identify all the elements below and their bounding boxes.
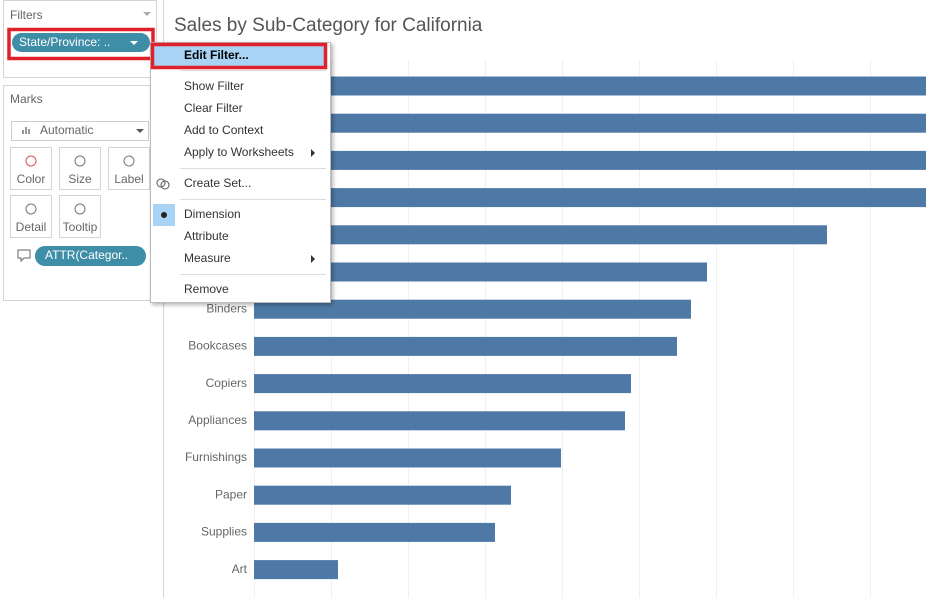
- attr-pill[interactable]: [35, 246, 146, 266]
- bar: [254, 262, 707, 282]
- bar: [254, 411, 625, 431]
- bar: [254, 150, 926, 170]
- menu-item[interactable]: Edit Filter...: [184, 48, 249, 62]
- bar: [254, 560, 338, 580]
- mark-button[interactable]: [59, 147, 101, 190]
- chart-title: Sales by Sub-Category for California: [174, 15, 483, 36]
- mark-button-label: Tooltip: [63, 220, 98, 234]
- marks-title: Marks: [10, 92, 43, 106]
- filter-pill-arrow[interactable]: [130, 41, 138, 45]
- category-label: Copiers: [206, 376, 247, 390]
- bar: [254, 299, 691, 319]
- mark-button-label: Size: [68, 172, 92, 186]
- attr-pill-label: ATTR(Categor..: [45, 248, 128, 262]
- category-label: Binders: [206, 301, 247, 315]
- bar: [254, 485, 511, 505]
- mark-type-arrow[interactable]: [136, 129, 144, 133]
- mark-button[interactable]: [59, 195, 101, 238]
- mark-type-dropdown[interactable]: [11, 121, 149, 141]
- bar: [254, 336, 677, 356]
- menu-item[interactable]: Apply to Worksheets: [184, 145, 294, 159]
- category-label: Appliances: [188, 413, 247, 427]
- mark-button[interactable]: [10, 147, 52, 190]
- filter-pill-label: State/Province: ..: [19, 35, 110, 49]
- menu-item[interactable]: Attribute: [184, 229, 229, 243]
- bar: [254, 225, 827, 245]
- bar: [254, 522, 495, 542]
- mark-button-label: Color: [17, 172, 46, 186]
- bar: [254, 448, 561, 468]
- menu-check-dot: [161, 212, 167, 218]
- mark-button-icon: [74, 155, 86, 167]
- category-label: Paper: [215, 487, 247, 501]
- filter-pill[interactable]: [12, 33, 150, 52]
- mark-button-icon: [25, 155, 37, 167]
- mark-button-icon: [123, 155, 135, 167]
- mark-button-label: Label: [114, 172, 143, 186]
- submenu-arrow: [311, 255, 315, 263]
- bar: [254, 374, 631, 394]
- mark-type-label: Automatic: [40, 123, 93, 137]
- menu-item[interactable]: Dimension: [184, 207, 241, 221]
- bar: [254, 76, 926, 96]
- category-label: Supplies: [201, 525, 247, 539]
- menu-item[interactable]: Add to Context: [184, 123, 264, 137]
- mark-button-label: Detail: [16, 220, 47, 234]
- mark-button[interactable]: [10, 195, 52, 238]
- mark-button[interactable]: [108, 147, 150, 190]
- category-label: Bookcases: [188, 339, 247, 353]
- context-menu: [150, 42, 331, 303]
- menu-item-highlight: [153, 45, 325, 67]
- submenu-arrow: [311, 149, 315, 157]
- filters-title: Filters: [10, 8, 43, 22]
- marks-card: [3, 85, 157, 301]
- category-label: Furnishings: [185, 450, 247, 464]
- mark-button-icon: [74, 203, 86, 215]
- bar: [254, 113, 926, 133]
- category-label: Art: [232, 562, 248, 576]
- menu-item[interactable]: Measure: [184, 251, 231, 265]
- tooltip-icon: [17, 249, 31, 263]
- mark-type-icon: [22, 127, 30, 134]
- menu-icon: [160, 180, 170, 190]
- menu-item[interactable]: Remove: [184, 282, 229, 296]
- bar: [254, 188, 926, 208]
- mark-button-icon: [25, 203, 37, 215]
- menu-item[interactable]: Create Set...: [184, 176, 251, 190]
- menu-item[interactable]: Show Filter: [184, 79, 244, 93]
- menu-item[interactable]: Clear Filter: [184, 101, 243, 115]
- highlight-box: [150, 42, 328, 70]
- filters-menu-arrow[interactable]: [143, 12, 151, 16]
